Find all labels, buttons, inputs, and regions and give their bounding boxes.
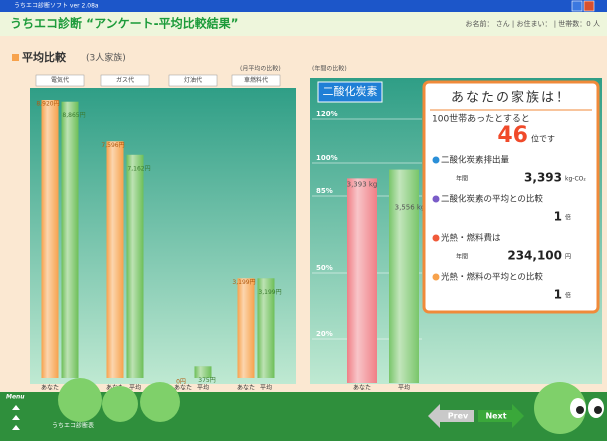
left-subtitle: (月平均の比較): [240, 65, 281, 73]
category-label: 車燃料代: [244, 76, 268, 84]
value-label: 7,162円: [127, 165, 150, 172]
item-label: 二酸化炭素の平均との比較: [441, 194, 543, 205]
next-label: Next: [485, 412, 506, 421]
value-label: 3,199円: [258, 289, 281, 296]
y-tick-label: 85%: [316, 187, 333, 195]
item-value: 1: [554, 210, 562, 224]
value-label: 8,920円: [36, 101, 59, 108]
menu-label[interactable]: Menu: [6, 394, 25, 401]
x-label: あなた: [174, 385, 192, 392]
close-button[interactable]: [584, 1, 594, 11]
bar-shine: [127, 155, 144, 378]
item-label: 二酸化炭素排出量: [441, 155, 510, 166]
item-unit: 円: [565, 254, 571, 261]
bar-shine: [107, 141, 124, 378]
bar-shine: [347, 178, 377, 383]
window-title: うちエコ診断ソフト ver 2.08a: [14, 2, 99, 10]
item-unit: kg-CO₂: [565, 176, 586, 183]
bar-shine: [389, 170, 419, 383]
y-tick-label: 50%: [316, 264, 333, 272]
item-period: 年間: [456, 175, 468, 183]
bar-shine: [238, 278, 255, 378]
y-tick-label: 20%: [316, 330, 333, 338]
x-label: 平均: [398, 384, 410, 392]
bar-shine: [42, 100, 59, 378]
pupil: [576, 406, 584, 414]
item-label: 光熱・燃料の平均との比較: [441, 272, 543, 283]
item-period: 年間: [456, 253, 468, 261]
prev-label: Prev: [448, 412, 469, 421]
app-window: うちエコ診断ソフト ver 2.08a うちエコ診断 “アンケート-平均比較結果…: [0, 0, 607, 441]
pupil: [594, 406, 602, 414]
co2-button-label: 二酸化炭素: [323, 84, 378, 98]
household: (3人家族): [86, 52, 126, 64]
bullet: [433, 196, 440, 203]
category-label: ガス代: [116, 76, 134, 84]
bullet: [433, 235, 440, 242]
y-tick-label: 100%: [316, 154, 338, 162]
value-label: 8,865円: [62, 112, 85, 119]
user-info: お名前： さん | お住まい： | 世帯数：0 人: [465, 19, 600, 28]
value-label: 375円: [198, 377, 215, 384]
page-title: うちエコ診断 “アンケート-平均比較結果”: [10, 16, 238, 31]
bullet: [433, 157, 440, 164]
right-subtitle: (年間の比較): [312, 65, 347, 73]
y-tick-label: 120%: [316, 110, 338, 118]
cloud: [140, 382, 180, 422]
x-label: 平均: [260, 384, 272, 392]
item-label: 光熱・燃料費は: [441, 233, 501, 244]
x-label: あなた: [41, 385, 59, 392]
bar-annotation: 3,556 kg: [395, 204, 426, 212]
section-marker: [12, 54, 19, 61]
minimize-button[interactable]: [572, 1, 582, 11]
item-value: 1: [554, 288, 562, 302]
category-label: 電気代: [51, 76, 69, 84]
value-label: 3,199円: [232, 279, 255, 286]
category-label: 灯油代: [184, 76, 202, 84]
cloud: [102, 386, 138, 422]
x-label: あなた: [353, 385, 371, 392]
item-unit: 倍: [565, 292, 571, 300]
rank-unit: 位です: [531, 134, 555, 144]
bar-shine: [62, 102, 79, 378]
item-value: 3,393: [524, 171, 562, 185]
x-label: あなた: [237, 385, 255, 392]
section-title: 平均比較: [22, 50, 67, 64]
menu-item[interactable]: うちエコ診断表: [52, 422, 94, 430]
rank: 46: [497, 123, 528, 148]
bullet: [433, 274, 440, 281]
item-unit: 倍: [565, 214, 571, 222]
cloud: [58, 378, 102, 422]
value-label: 7,596円: [101, 142, 124, 149]
x-label: 平均: [197, 384, 209, 392]
item-value: 234,100: [507, 249, 562, 263]
result-heading: あなたの家族は！: [451, 90, 571, 106]
bar-annotation: 3,393 kg: [347, 180, 378, 188]
